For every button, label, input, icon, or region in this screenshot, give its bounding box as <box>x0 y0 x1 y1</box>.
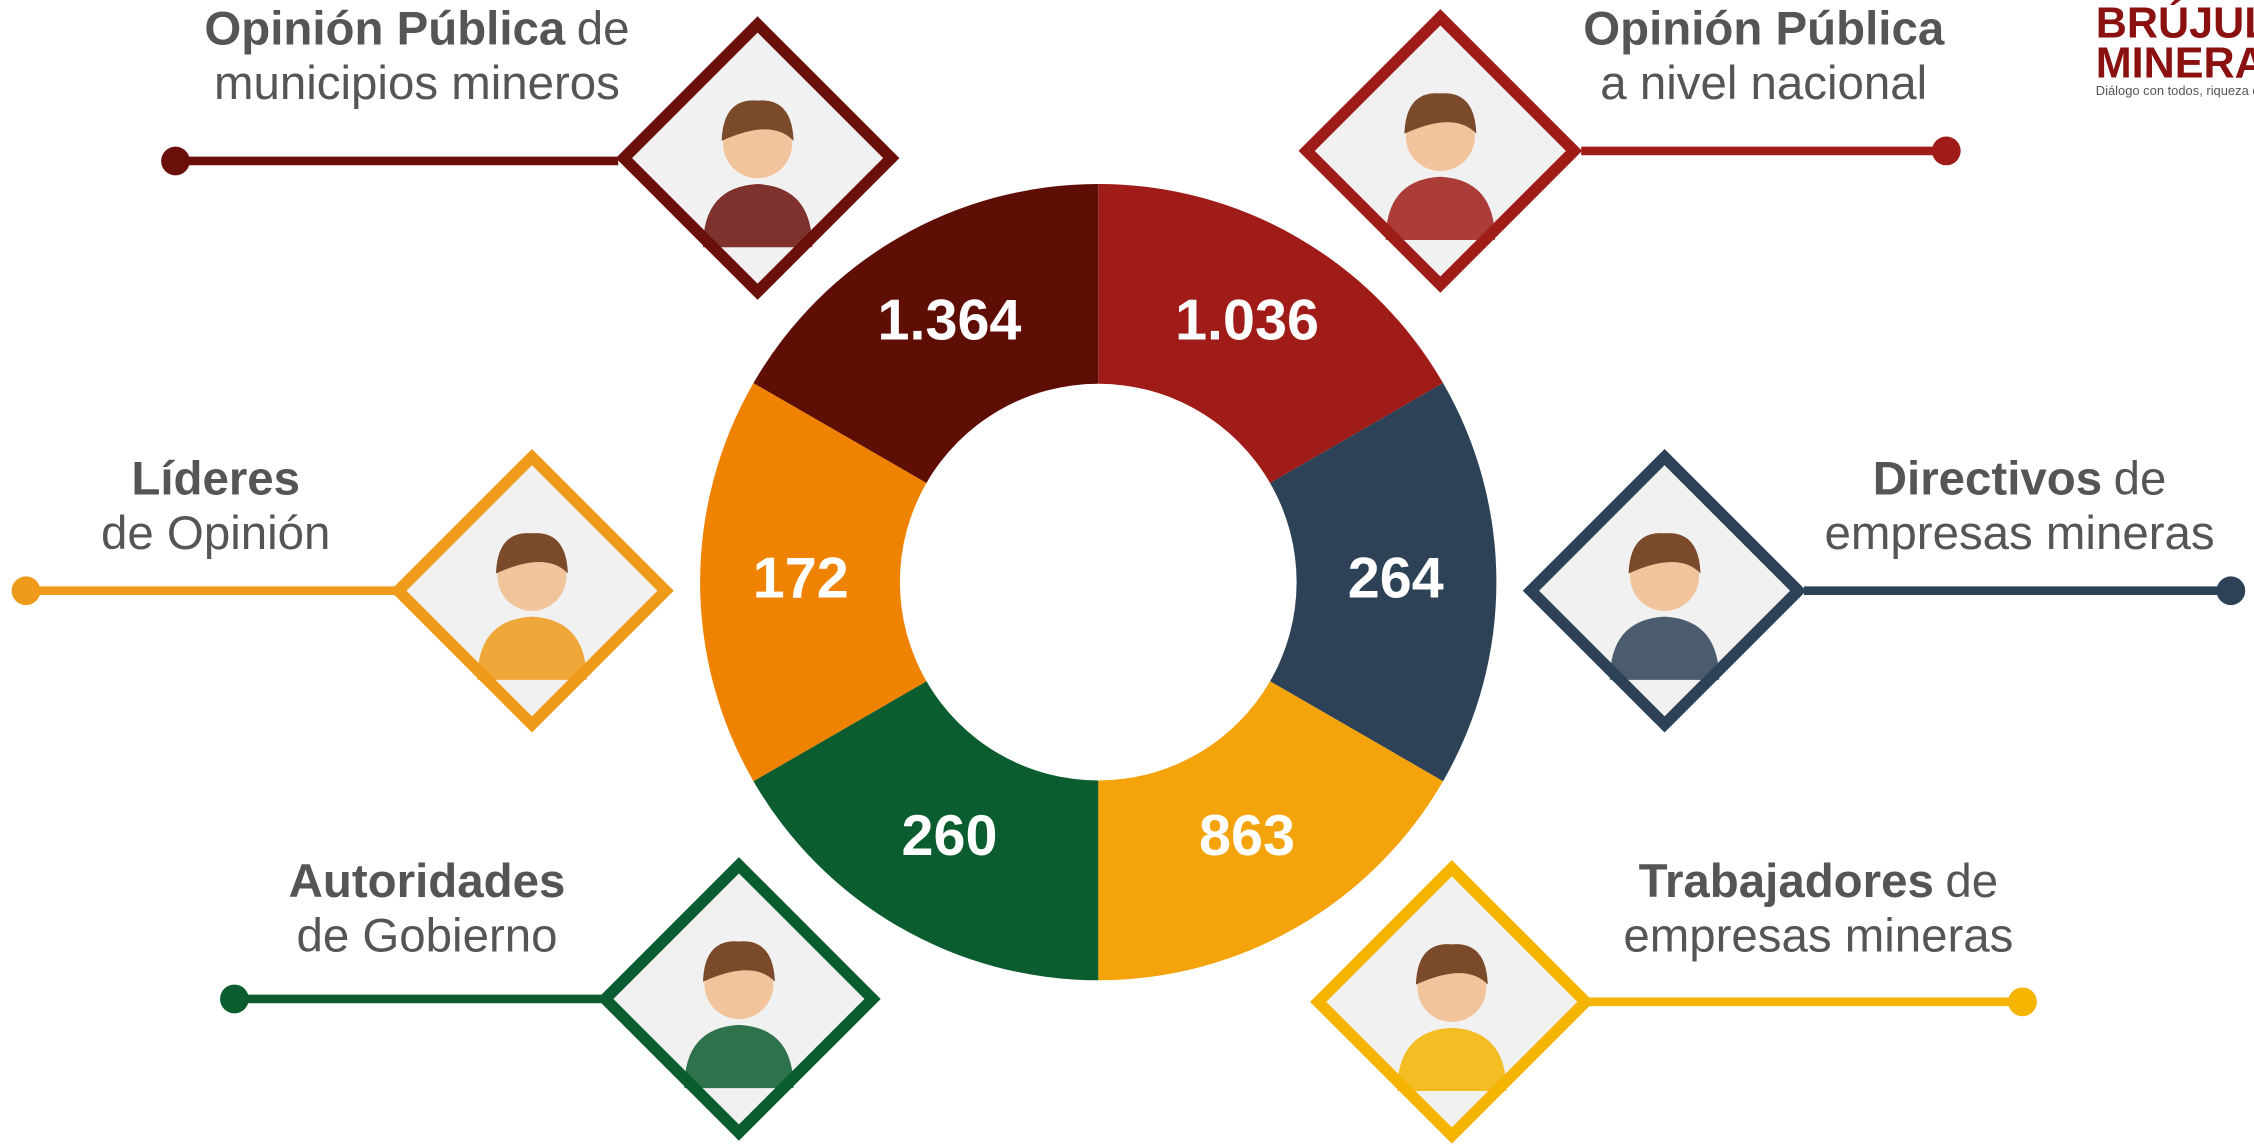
donut-segment <box>1270 383 1497 782</box>
connector-dot <box>1931 136 1961 166</box>
group-subtitle: empresas mineras <box>1825 507 2215 560</box>
icon-hair <box>1404 93 1477 134</box>
connector-dot <box>2216 576 2246 606</box>
logo: BRÚJUL MINERA Diálogo con todos, riqueza… <box>2096 0 2254 98</box>
title-bold: Autoridades <box>289 855 566 908</box>
icon-body <box>1397 1027 1507 1091</box>
group-title: Opinión Pública <box>1583 3 1945 56</box>
segment-value: 1.036 <box>1175 289 1319 353</box>
donut-segment <box>700 383 927 782</box>
group-title: Trabajadores de <box>1639 855 1998 908</box>
donut-segment <box>753 681 1099 981</box>
logo-line: BRÚJUL <box>2096 0 2254 47</box>
icon-hair <box>721 100 794 141</box>
segment-value: 1.364 <box>878 289 1022 353</box>
icon-body <box>684 1024 794 1089</box>
segment-value: 264 <box>1348 546 1444 610</box>
logo-tagline: Diálogo con todos, riqueza de to <box>2096 83 2254 98</box>
icon-body <box>702 183 813 248</box>
group-title: Opinión Pública de <box>204 3 629 56</box>
group-subtitle: empresas mineras <box>1623 910 2013 963</box>
connector-dot <box>11 576 41 606</box>
icon-hair <box>702 941 775 982</box>
group-title: Directivos de <box>1873 452 2167 505</box>
group-subtitle: a nivel nacional <box>1600 57 1927 110</box>
icon-hair <box>1415 944 1488 985</box>
title-rest: de <box>2114 452 2167 505</box>
donut-segment <box>1098 681 1444 981</box>
group-subtitle: de Opinión <box>101 507 330 560</box>
donut-segment <box>753 183 1099 483</box>
group-subtitle: de Gobierno <box>297 910 558 963</box>
group-title: Autoridades <box>289 855 566 908</box>
title-bold: Trabajadores <box>1639 855 1934 908</box>
group-title: Líderes <box>131 452 300 505</box>
connector-dot <box>2008 987 2037 1017</box>
segment-value: 172 <box>753 546 849 610</box>
segment-value: 863 <box>1199 804 1295 868</box>
icon-hair <box>496 533 568 574</box>
icon-body <box>1609 616 1720 680</box>
icon-body <box>477 616 587 680</box>
logo-line: MINERA <box>2096 40 2254 88</box>
title-rest: de <box>1945 855 1998 908</box>
segment-value: 260 <box>902 804 998 868</box>
connector-dot <box>220 984 249 1014</box>
connector-dot <box>161 146 190 176</box>
title-bold: Opinión Pública <box>1583 3 1945 56</box>
title-bold: Opinión Pública <box>204 3 566 56</box>
title-bold: Directivos <box>1873 452 2102 505</box>
group-subtitle: municipios mineros <box>214 57 620 110</box>
donut-segment <box>1098 183 1444 483</box>
title-bold: Líderes <box>131 452 300 505</box>
icon-hair <box>1628 533 1701 574</box>
title-rest: de <box>577 3 630 56</box>
icon-body <box>1385 176 1495 241</box>
